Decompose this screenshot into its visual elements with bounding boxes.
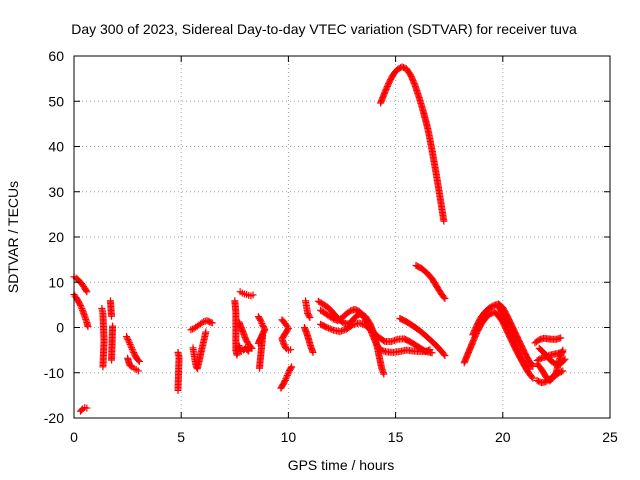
data-point xyxy=(559,367,567,375)
y-tick-labels: -20 -10 0 10 20 30 40 50 60 xyxy=(44,48,64,426)
data-point xyxy=(559,346,567,354)
y-tick-label: 30 xyxy=(48,184,64,200)
data-point xyxy=(134,367,142,375)
data-point xyxy=(202,328,210,336)
data-point xyxy=(528,373,536,381)
x-tick-label: 20 xyxy=(495,429,511,445)
data-point xyxy=(281,376,289,384)
y-axis-title: SDTVAR / TECUs xyxy=(5,181,21,293)
data-point xyxy=(328,326,336,334)
data-point xyxy=(126,340,134,348)
data-point xyxy=(283,373,291,381)
data-point xyxy=(326,325,334,333)
data-point xyxy=(528,361,536,369)
data-point xyxy=(255,364,263,372)
data-point xyxy=(283,371,291,379)
data-point xyxy=(123,334,131,342)
data-point xyxy=(440,350,448,358)
x-tick-label: 5 xyxy=(177,429,185,445)
data-point xyxy=(557,368,565,376)
data-point xyxy=(557,334,565,342)
data-point xyxy=(125,339,133,347)
data-point xyxy=(441,295,449,303)
x-tick-labels: 0 5 10 15 20 25 xyxy=(70,429,618,445)
data-point xyxy=(309,348,317,356)
data-point xyxy=(109,322,117,330)
data-point xyxy=(99,363,107,371)
data-point xyxy=(287,346,295,354)
data-point xyxy=(440,293,448,301)
data-point xyxy=(174,386,182,394)
x-tick-label: 15 xyxy=(388,429,404,445)
data-point xyxy=(83,288,91,296)
data-point xyxy=(124,336,132,344)
data-point xyxy=(76,301,84,309)
data-point xyxy=(125,337,133,345)
data-point xyxy=(244,346,252,354)
data-point xyxy=(78,305,86,313)
data-point xyxy=(134,356,142,364)
data-point xyxy=(130,349,138,357)
data-point xyxy=(128,345,136,353)
y-tick-label: 60 xyxy=(48,48,64,64)
data-point xyxy=(287,364,295,372)
data-point xyxy=(198,319,206,327)
y-tick-label: 50 xyxy=(48,93,64,109)
data-point xyxy=(257,318,265,326)
data-point xyxy=(325,324,333,332)
data-point xyxy=(441,352,449,360)
data-point xyxy=(306,314,314,322)
data-point xyxy=(305,312,313,320)
x-axis-title: GPS time / hours xyxy=(288,457,395,473)
data-points xyxy=(70,63,569,415)
x-tick-label: 0 xyxy=(70,429,78,445)
data-point xyxy=(82,287,90,295)
x-tick-label: 10 xyxy=(281,429,297,445)
data-point xyxy=(440,217,448,225)
data-point xyxy=(428,349,436,357)
x-tick-label: 25 xyxy=(602,429,618,445)
data-point xyxy=(524,364,532,372)
data-point xyxy=(258,320,266,328)
grid-lines xyxy=(74,56,610,418)
data-point xyxy=(380,370,388,378)
y-tick-label: -10 xyxy=(44,365,64,381)
y-tick-label: 0 xyxy=(56,320,64,336)
data-point xyxy=(77,303,85,311)
data-point xyxy=(282,375,290,383)
data-point xyxy=(83,404,91,412)
data-point xyxy=(529,362,537,370)
data-point xyxy=(284,370,292,378)
y-tick-label: -20 xyxy=(44,410,64,426)
data-point xyxy=(123,333,131,341)
data-point xyxy=(249,291,257,299)
chart-title: Day 300 of 2023, Sidereal Day-to-day VTE… xyxy=(71,21,577,37)
data-point xyxy=(128,344,136,352)
data-point xyxy=(129,347,137,355)
data-point xyxy=(280,378,288,386)
data-point xyxy=(288,363,296,371)
data-point xyxy=(84,323,92,331)
data-point xyxy=(257,316,265,324)
data-point xyxy=(529,374,537,382)
data-point xyxy=(76,300,84,308)
axis-ticks xyxy=(73,55,611,419)
y-tick-label: 20 xyxy=(48,229,64,245)
data-point xyxy=(248,344,256,352)
y-tick-label: 10 xyxy=(48,274,64,290)
data-point xyxy=(525,365,533,373)
data-point xyxy=(187,326,195,334)
data-point xyxy=(208,319,216,327)
data-point xyxy=(561,355,569,363)
data-point xyxy=(247,343,255,351)
data-point xyxy=(560,356,568,364)
data-point xyxy=(323,324,331,331)
y-tick-label: 40 xyxy=(48,139,64,155)
data-point xyxy=(127,342,135,350)
data-point xyxy=(135,357,143,365)
data-point xyxy=(108,312,116,320)
